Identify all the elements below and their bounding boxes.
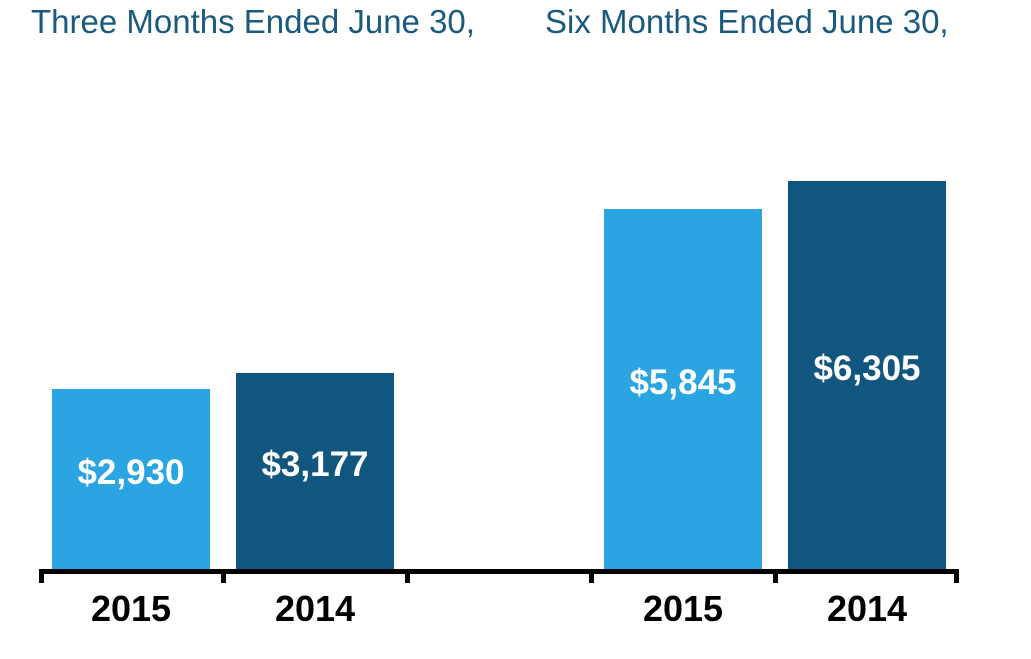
x-axis-label-three-months-2015: 2015	[90, 588, 172, 629]
group-title-six-months: Six Months Ended June 30,	[545, 3, 949, 40]
bar-six-months-2014	[788, 181, 946, 569]
x-axis-tick	[405, 569, 410, 583]
bar-six-months-2015	[604, 209, 762, 569]
x-axis-tick	[39, 569, 44, 583]
x-axis-label-six-months-2015: 2015	[642, 588, 724, 629]
x-axis-line	[39, 569, 959, 574]
bar-value-label: $5,845	[629, 363, 737, 402]
bar-three-months-2014	[236, 373, 394, 569]
x-axis-label-six-months-2014: 2014	[826, 588, 908, 629]
bar-value-label: $6,305	[813, 349, 921, 388]
x-axis-tick	[773, 569, 778, 583]
x-axis-label-three-months-2014: 2014	[274, 588, 356, 629]
x-axis-tick	[221, 569, 226, 583]
group-title-three-months: Three Months Ended June 30,	[31, 3, 475, 40]
x-axis-tick	[589, 569, 594, 583]
bar-value-label: $2,930	[77, 453, 185, 492]
bar-value-label: $3,177	[261, 445, 369, 484]
bar-three-months-2015	[52, 389, 210, 569]
x-axis-tick	[954, 569, 959, 583]
